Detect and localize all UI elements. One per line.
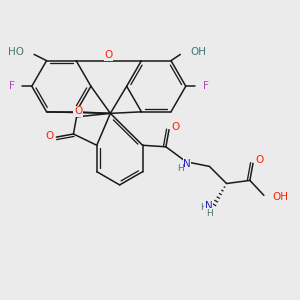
Text: N: N (183, 159, 191, 169)
Text: O: O (45, 131, 54, 141)
Text: O: O (172, 122, 180, 132)
Text: O: O (74, 106, 82, 116)
Text: H: H (177, 164, 184, 173)
Text: H: H (200, 203, 207, 212)
Text: HO: HO (8, 47, 24, 57)
Text: OH: OH (273, 192, 289, 202)
Text: OH: OH (190, 47, 206, 57)
Text: F: F (203, 81, 209, 91)
Text: N: N (205, 201, 213, 211)
Text: O: O (255, 155, 263, 165)
Text: F: F (9, 81, 15, 91)
Text: O: O (105, 50, 113, 60)
Text: H: H (206, 209, 213, 218)
